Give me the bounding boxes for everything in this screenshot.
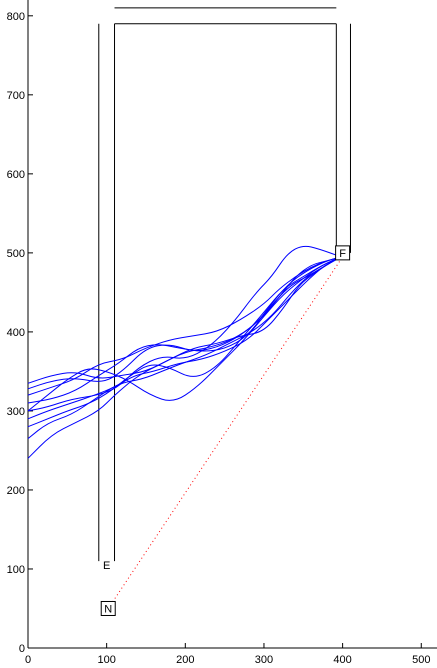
trajectory-line-10 [27, 256, 342, 420]
marker-box-n [100, 600, 116, 616]
y-tick-label: 100 [7, 564, 25, 576]
x-tick-label: 200 [176, 654, 194, 666]
x-tick-label: 300 [255, 654, 273, 666]
trajectory-line-5 [27, 256, 342, 384]
marker-label-n: N [104, 603, 112, 615]
y-tick-label: 0 [19, 643, 25, 655]
walls [98, 7, 351, 562]
trajectory-line-1 [27, 256, 342, 390]
x-tick-label: 0 [25, 654, 31, 666]
axes: 0 100 200 300 400 500 0 100 200 300 400 500 600 700 80… [7, 0, 437, 666]
markers: E N F [100, 245, 351, 616]
trajectory-line-2 [27, 245, 342, 412]
trajectory-line-3 [27, 256, 342, 459]
y-tick-label: 300 [7, 406, 25, 418]
y-tick-label: 800 [7, 11, 25, 23]
marker-label-f: F [339, 248, 346, 260]
y-tick-label: 600 [7, 169, 25, 181]
trajectory-line-4 [27, 256, 342, 428]
trajectory-line-7 [27, 256, 342, 404]
trajectory-series [27, 245, 342, 459]
marker-box-f [335, 245, 351, 261]
reference-dotted-line [107, 256, 344, 609]
y-tick-label: 700 [7, 90, 25, 102]
x-tick-label: 100 [97, 654, 115, 666]
x-tick-label: 500 [412, 654, 430, 666]
trajectory-line-9 [27, 256, 342, 396]
y-tick-label: 200 [7, 485, 25, 497]
marker-label-e: E [103, 560, 110, 572]
trajectory-line-8 [27, 256, 342, 412]
y-tick-label: 500 [7, 248, 25, 260]
y-tick-label: 400 [7, 327, 25, 339]
reference-line [107, 256, 344, 609]
x-tick-label: 400 [333, 654, 351, 666]
